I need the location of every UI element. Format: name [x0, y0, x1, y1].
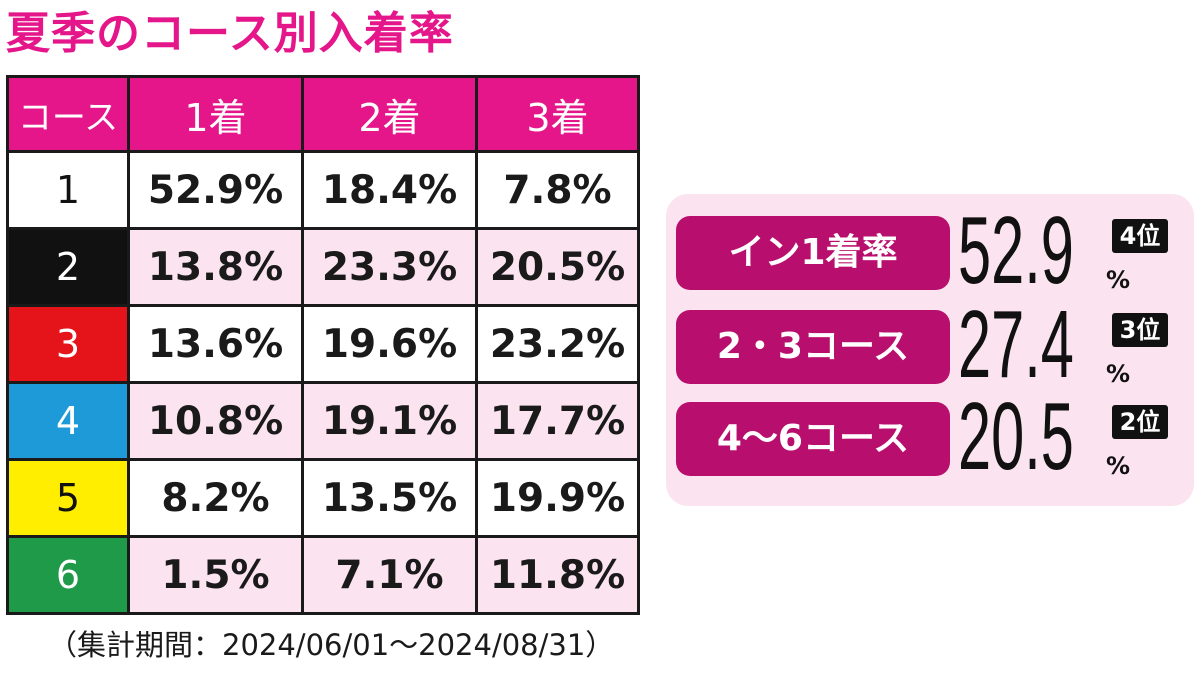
course-number-cell: 6	[6, 535, 130, 615]
second-place-rate-cell: 19.1%	[301, 381, 478, 461]
course-number-cell: 5	[6, 458, 130, 538]
first-place-rate-cell: 52.9%	[127, 150, 304, 230]
third-place-rate-cell: 17.7%	[475, 381, 640, 461]
chart-title: 夏季のコース別入着率	[6, 8, 454, 59]
course-number-cell: 1	[6, 150, 130, 230]
second-place-rate-cell: 7.1%	[301, 535, 478, 615]
first-place-rate-cell: 1.5%	[127, 535, 304, 615]
table-row: 3 13.6% 19.6% 23.2%	[6, 304, 640, 384]
second-place-rate-cell: 13.5%	[301, 458, 478, 538]
summary-value-inner: 52.9	[958, 197, 1074, 304]
table-header-row: コース 1着 2着 3着	[6, 75, 640, 153]
third-place-rate-cell: 19.9%	[475, 458, 640, 538]
table-row: 5 8.2% 13.5% 19.9%	[6, 458, 640, 538]
third-place-rate-cell: 23.2%	[475, 304, 640, 384]
summary-unit-inner: %	[1106, 266, 1131, 294]
summary-label-course-4-6: 4〜6コース	[676, 402, 950, 476]
summary-panel: イン1着率 52.9 % 4位 2・3コース 27.4 % 3位 4〜6コース …	[666, 194, 1194, 506]
summary-label-inner: イン1着率	[676, 216, 950, 290]
second-place-rate-cell: 19.6%	[301, 304, 478, 384]
summary-unit-course-4-6: %	[1106, 452, 1131, 480]
rank-badge-course-4-6: 2位	[1112, 405, 1168, 439]
third-place-rate-cell: 7.8%	[475, 150, 640, 230]
course-number-cell: 4	[6, 381, 130, 461]
first-place-rate-cell: 13.8%	[127, 227, 304, 307]
second-place-rate-cell: 23.3%	[301, 227, 478, 307]
course-rates-table: コース 1着 2着 3着 1 52.9% 18.4% 7.8% 2 13.8% 23.3% 2…	[6, 75, 640, 615]
table-row: 4 10.8% 19.1% 17.7%	[6, 381, 640, 461]
column-header-3rd: 3着	[475, 75, 640, 153]
course-number-cell: 2	[6, 227, 130, 307]
summary-label-course-2-3: 2・3コース	[676, 310, 950, 384]
table-row: 6 1.5% 7.1% 11.8%	[6, 535, 640, 615]
summary-unit-course-2-3: %	[1106, 360, 1131, 388]
rank-badge-inner: 4位	[1112, 219, 1168, 253]
first-place-rate-cell: 8.2%	[127, 458, 304, 538]
course-number-cell: 3	[6, 304, 130, 384]
table-row: 1 52.9% 18.4% 7.8%	[6, 150, 640, 230]
rank-badge-course-2-3: 3位	[1112, 313, 1168, 347]
column-header-course: コース	[6, 75, 130, 153]
aggregation-period-note: （集計期間：2024/06/01〜2024/08/31）	[48, 628, 615, 662]
second-place-rate-cell: 18.4%	[301, 150, 478, 230]
column-header-1st: 1着	[127, 75, 304, 153]
third-place-rate-cell: 20.5%	[475, 227, 640, 307]
first-place-rate-cell: 10.8%	[127, 381, 304, 461]
column-header-2nd: 2着	[301, 75, 478, 153]
summary-value-course-2-3: 27.4	[958, 291, 1074, 398]
first-place-rate-cell: 13.6%	[127, 304, 304, 384]
third-place-rate-cell: 11.8%	[475, 535, 640, 615]
table-row: 2 13.8% 23.3% 20.5%	[6, 227, 640, 307]
summary-value-course-4-6: 20.5	[958, 383, 1074, 490]
